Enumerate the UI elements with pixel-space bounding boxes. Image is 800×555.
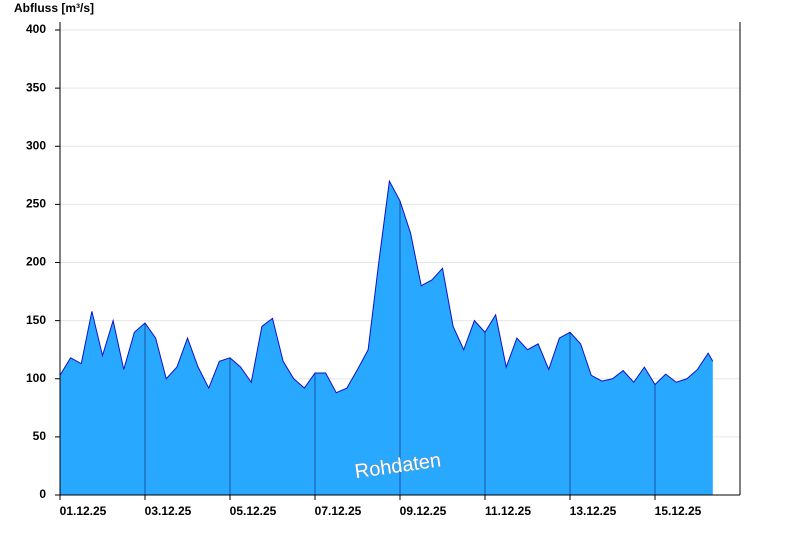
y-tick-label: 150	[26, 313, 46, 327]
x-tick-label: 07.12.25	[315, 504, 362, 518]
x-tick-label: 05.12.25	[230, 504, 277, 518]
y-tick-label: 200	[26, 255, 46, 269]
x-tick-label: 11.12.25	[485, 504, 531, 518]
y-tick-label: 0	[39, 487, 46, 501]
y-tick-label: 300	[26, 138, 46, 152]
y-axis-label: Abfluss [m³/s]	[14, 1, 94, 15]
x-tick-label: 15.12.25	[655, 504, 702, 518]
x-tick-label: 09.12.25	[400, 504, 447, 518]
y-tick-label: 400	[26, 22, 46, 36]
y-tick-label: 250	[26, 197, 46, 211]
line	[59, 179, 714, 394]
x-tick-label: 13.12.25	[570, 504, 617, 518]
y-tick-label: 100	[26, 371, 46, 385]
y-tick-label: 350	[26, 80, 46, 94]
area	[60, 181, 713, 495]
x-tick-label: 01.12.25	[60, 504, 107, 518]
y-tick-label: 50	[33, 429, 47, 443]
x-tick-label: 03.12.25	[145, 504, 192, 518]
